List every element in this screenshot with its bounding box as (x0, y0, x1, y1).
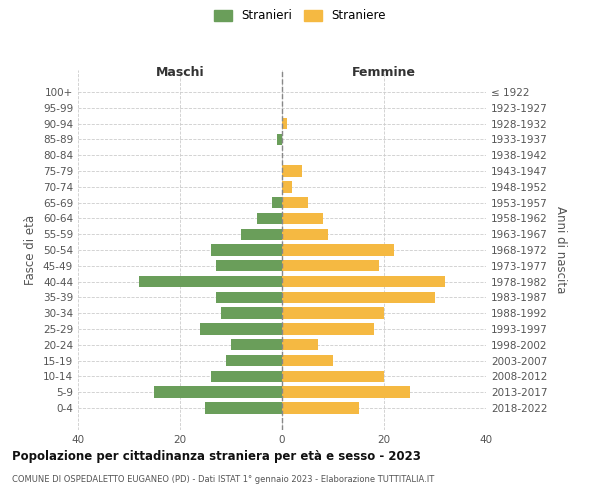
Bar (211, 244, 282, 256)
Bar (226, 355, 282, 366)
Bar (282, 339, 318, 350)
Bar (282, 181, 292, 192)
Bar (200, 324, 282, 334)
Bar (282, 402, 359, 413)
Text: Maschi: Maschi (155, 66, 205, 80)
Bar (231, 339, 282, 350)
Bar (216, 292, 282, 303)
Bar (241, 228, 282, 240)
Bar (277, 134, 282, 145)
Bar (211, 370, 282, 382)
Bar (282, 355, 333, 366)
Bar (282, 166, 302, 176)
Bar (272, 197, 282, 208)
Bar (206, 402, 282, 413)
Bar (282, 370, 384, 382)
Bar (216, 260, 282, 272)
Bar (257, 212, 282, 224)
Bar (282, 386, 410, 398)
Bar (282, 324, 374, 334)
Bar (282, 308, 384, 319)
Bar (221, 308, 282, 319)
Bar (139, 276, 282, 287)
Text: Femmine: Femmine (352, 66, 416, 80)
Legend: Stranieri, Straniere: Stranieri, Straniere (211, 6, 389, 26)
Text: Popolazione per cittadinanza straniera per età e sesso - 2023: Popolazione per cittadinanza straniera p… (12, 450, 421, 463)
Bar (155, 386, 282, 398)
Bar (282, 276, 445, 287)
Y-axis label: Anni di nascita: Anni di nascita (554, 206, 567, 294)
Bar (282, 118, 287, 130)
Bar (282, 292, 435, 303)
Bar (282, 228, 328, 240)
Bar (282, 197, 308, 208)
Text: COMUNE DI OSPEDALETTO EUGANEO (PD) - Dati ISTAT 1° gennaio 2023 - Elaborazione T: COMUNE DI OSPEDALETTO EUGANEO (PD) - Dat… (12, 475, 434, 484)
Y-axis label: Fasce di età: Fasce di età (25, 215, 37, 285)
Bar (282, 244, 394, 256)
Bar (282, 260, 379, 272)
Bar (282, 212, 323, 224)
